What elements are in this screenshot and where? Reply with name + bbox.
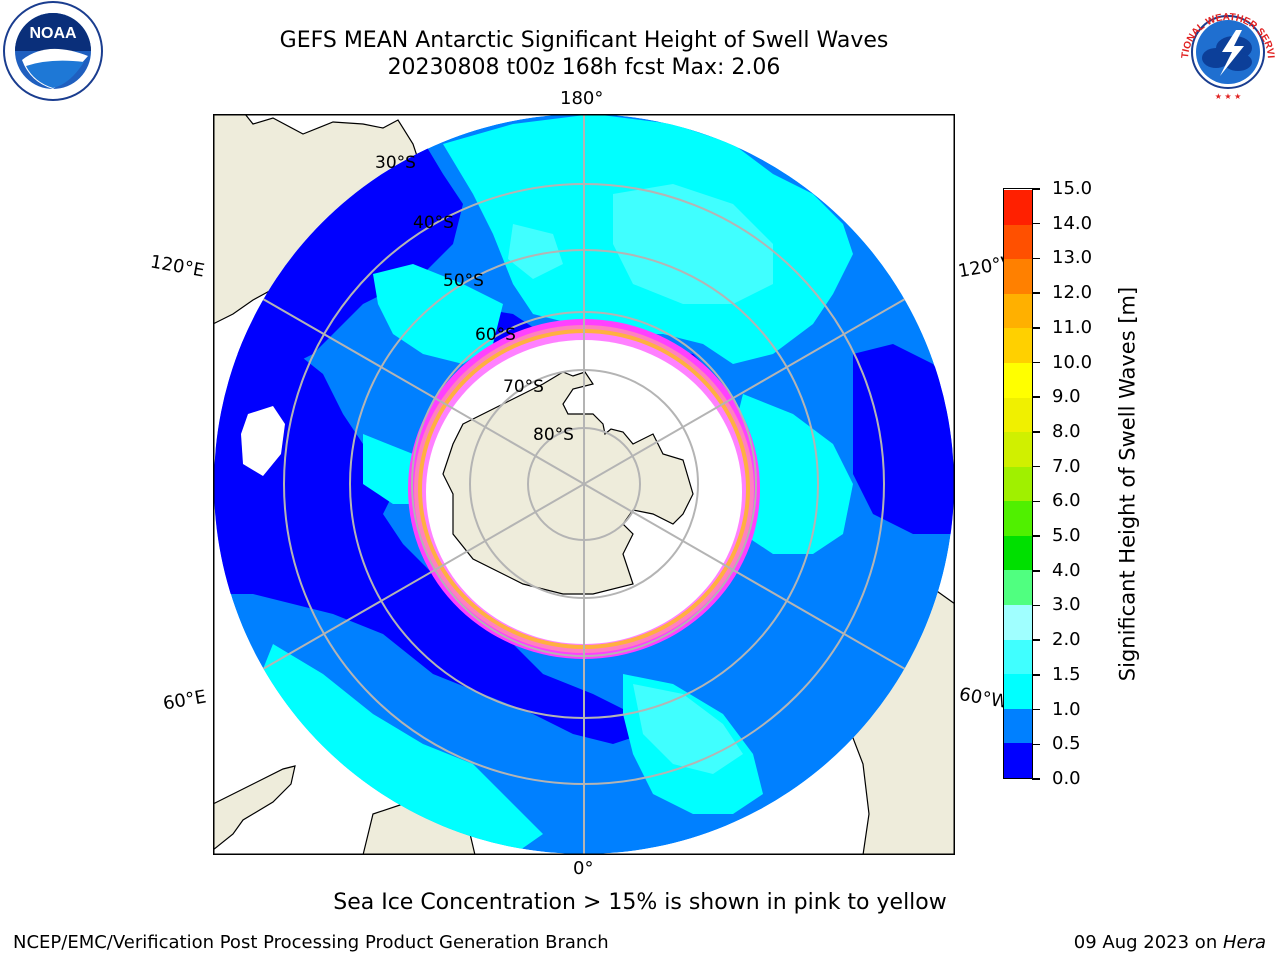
colorbar <box>1003 188 1033 779</box>
colorbar-tick-label: 3.0 <box>1052 594 1081 616</box>
lon-label-60e: 60°E <box>161 686 208 715</box>
colorbar-tick <box>1032 708 1040 711</box>
antarctica-land <box>442 371 694 595</box>
colorbar-segment <box>1004 189 1032 225</box>
colorbar-tick <box>1032 500 1040 503</box>
colorbar-segment <box>1004 258 1032 294</box>
colorbar-segment <box>1004 742 1032 778</box>
colorbar-tick-label: 0.0 <box>1052 768 1081 789</box>
lat-label-30s: 30°S <box>375 153 416 173</box>
colorbar-tick-label: 1.0 <box>1052 698 1081 720</box>
colorbar-segment <box>1004 293 1032 329</box>
noaa-logo-text: NOAA <box>29 25 77 42</box>
chart-subtitle: 20230808 t00z 168h fcst Max: 2.06 <box>387 55 781 80</box>
lat-label-80s: 80°S <box>533 425 574 445</box>
colorbar-tick-label: 0.5 <box>1052 733 1081 755</box>
host-name: Hera <box>1222 932 1266 953</box>
colorbar-tick <box>1032 674 1040 676</box>
no-data-patch <box>241 406 285 476</box>
colorbar-segment <box>1004 604 1032 640</box>
colorbar-tick-label: 13.0 <box>1052 247 1093 269</box>
colorbar-tick-label: 5.0 <box>1052 525 1081 547</box>
swell-2-3m <box>508 184 773 774</box>
colorbar-segment <box>1004 362 1032 398</box>
colorbar-tick-label: 4.0 <box>1052 559 1081 581</box>
colorbar-title: Significant Height of Swell Waves [m] <box>1115 286 1140 682</box>
colorbar-tick-label: 9.0 <box>1052 386 1081 408</box>
colorbar-tick <box>1032 396 1040 398</box>
map-border <box>213 114 955 855</box>
colorbar-tick-label: 10.0 <box>1052 351 1093 373</box>
date-text: 09 Aug 2023 on <box>1073 932 1223 953</box>
lon-label-180: 180° <box>560 88 604 109</box>
colorbar-tick <box>1032 535 1040 537</box>
colorbar-tick-label: 6.0 <box>1052 490 1081 512</box>
colorbar-tick <box>1032 431 1040 433</box>
colorbar-segment <box>1004 327 1032 363</box>
colorbar-segment <box>1004 224 1032 260</box>
colorbar-tick-label: 15.0 <box>1052 178 1093 199</box>
lat-label-50s: 50°S <box>443 271 484 291</box>
colorbar-segment <box>1004 500 1032 536</box>
colorbar-tick <box>1032 639 1040 641</box>
colorbar-tick <box>1032 257 1040 260</box>
colorbar-tick <box>1032 292 1040 294</box>
colorbar-tick <box>1032 465 1040 468</box>
lon-label-0: 0° <box>573 858 594 879</box>
colorbar-segment <box>1004 397 1032 433</box>
noaa-logo: NOAA <box>3 1 103 101</box>
colorbar-tick-label: 8.0 <box>1052 420 1081 442</box>
colorbar-tick <box>1032 604 1040 607</box>
colorbar-tick <box>1032 361 1040 364</box>
colorbar-tick <box>1032 188 1040 190</box>
colorbar-segment <box>1004 431 1032 467</box>
colorbar-tick-label: 2.0 <box>1052 629 1081 651</box>
nws-logo: NATIONAL WEATHER SERVICE ★ ★ ★ <box>1176 0 1278 102</box>
colorbar-tick-label: 14.0 <box>1052 212 1093 234</box>
colorbar-tick <box>1032 570 1040 572</box>
polar-map: 30°S 40°S 50°S 60°S 70°S 80°S <box>213 114 955 855</box>
lon-label-120e: 120°E <box>148 251 207 282</box>
colorbar-tick-label: 11.0 <box>1052 316 1093 338</box>
colorbar-segment <box>1004 535 1032 571</box>
credit-line: NCEP/EMC/Verification Post Processing Pr… <box>13 932 609 953</box>
colorbar-tick <box>1032 327 1040 329</box>
colorbar-tick-label: 1.5 <box>1052 663 1081 685</box>
colorbar-tick <box>1032 222 1040 225</box>
svg-text:★ ★ ★: ★ ★ ★ <box>1215 92 1242 101</box>
run-date: 09 Aug 2023 on Hera <box>1074 932 1266 953</box>
colorbar-tick <box>1032 778 1040 780</box>
chart-title: GEFS MEAN Antarctic Significant Height o… <box>279 28 889 53</box>
colorbar-tick-label: 7.0 <box>1052 455 1081 477</box>
graticule <box>214 114 954 854</box>
colorbar-segment <box>1004 639 1032 675</box>
colorbar-segment <box>1004 708 1032 744</box>
colorbar-segment <box>1004 673 1032 709</box>
lat-label-60s: 60°S <box>475 325 516 345</box>
colorbar-segment <box>1004 466 1032 502</box>
colorbar-tick <box>1032 743 1040 746</box>
sea-ice-note: Sea Ice Concentration > 15% is shown in … <box>333 890 947 915</box>
colorbar-tick-label: 12.0 <box>1052 282 1093 304</box>
lat-label-70s: 70°S <box>503 377 544 397</box>
lat-label-40s: 40°S <box>413 213 454 233</box>
colorbar-segment <box>1004 569 1032 606</box>
